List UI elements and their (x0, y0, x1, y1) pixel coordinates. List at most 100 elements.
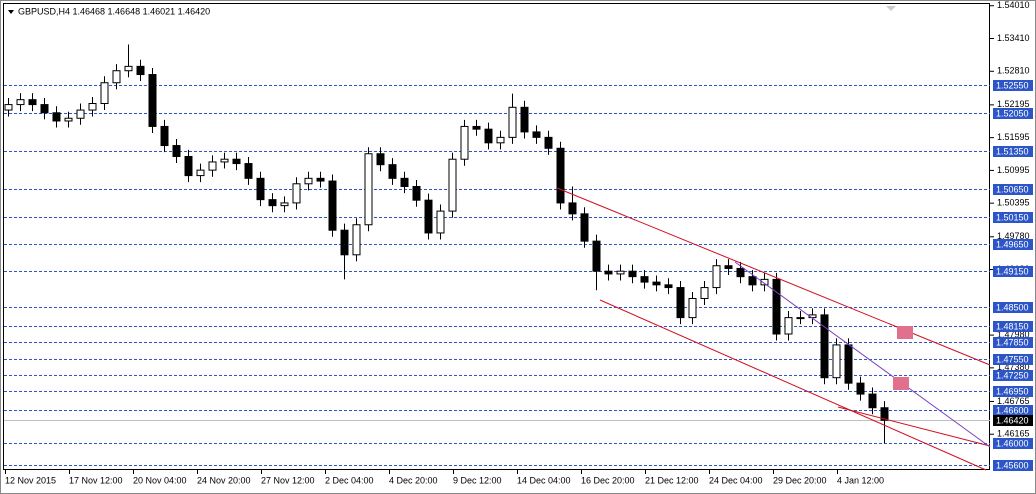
x-tick-label: 14 Dec 04:00 (517, 475, 571, 485)
candle-body (544, 136, 553, 149)
price-label: 1.48150 (996, 321, 1029, 331)
candle-body (712, 265, 721, 289)
candle-body (856, 382, 865, 395)
price-label-box (993, 405, 1033, 416)
scroll-marker (886, 6, 896, 11)
candle-body (556, 147, 565, 204)
candle-body (676, 287, 685, 319)
price-label-box (993, 337, 1033, 348)
price-label: 1.45600 (996, 460, 1029, 470)
candle-body (424, 199, 433, 234)
price-label: 1.52550 (996, 80, 1029, 90)
candle-body (148, 74, 157, 127)
price-label-box (993, 239, 1033, 250)
candle-body (772, 278, 781, 335)
candle-body (208, 161, 217, 171)
marker-box (893, 377, 909, 390)
price-label: 1.51350 (996, 146, 1029, 156)
candle-body (604, 270, 613, 275)
price-label: 1.46000 (996, 438, 1029, 448)
y-tick-label: 1.49780 (997, 231, 1030, 241)
candle-body (664, 284, 673, 289)
candle-body (580, 213, 589, 242)
candle-body (484, 128, 493, 144)
candle-body (568, 202, 577, 215)
candle-body (100, 82, 109, 105)
candle-body (412, 186, 421, 201)
candle-body (28, 99, 37, 106)
candle-body (472, 125, 481, 130)
candle-body (616, 270, 625, 275)
x-tick-label: 4 Jan 12:00 (837, 475, 884, 485)
candle-body (532, 131, 541, 138)
price-label-box (993, 184, 1033, 195)
candle-body (688, 297, 697, 319)
price-label-box (993, 354, 1033, 365)
price-label: 1.52050 (996, 108, 1029, 118)
y-tick-label: 1.46165 (997, 429, 1030, 439)
x-tick-label: 17 Nov 12:00 (69, 475, 123, 485)
channel-upper (556, 187, 991, 366)
candle-body (832, 344, 841, 379)
candle-body (460, 125, 469, 160)
price-label-box (993, 415, 1033, 426)
price-label: 1.48500 (996, 302, 1029, 312)
candle-body (172, 145, 181, 157)
y-tick-label: 1.47980 (997, 329, 1030, 339)
candle-body (736, 267, 745, 278)
candle-body (796, 317, 805, 320)
candle-body (268, 199, 277, 207)
candle-body (400, 177, 409, 188)
candle-body (508, 106, 517, 138)
price-label-box (993, 302, 1033, 313)
y-tick-label: 1.47380 (997, 362, 1030, 372)
candle-body (340, 229, 349, 256)
y-tick-label: 1.52810 (997, 66, 1030, 76)
price-label-box (993, 460, 1033, 471)
price-label: 1.46420 (996, 415, 1029, 425)
candle-body (820, 314, 829, 379)
candle-body (76, 109, 85, 119)
candle-body (40, 104, 49, 114)
candle-body (88, 103, 97, 111)
menu-arrow[interactable] (8, 10, 14, 14)
price-label-box (993, 108, 1033, 119)
price-label-box (993, 321, 1033, 332)
y-tick-label: 1.46765 (997, 396, 1030, 406)
candle-body (520, 106, 529, 133)
candles (4, 44, 889, 444)
x-tick-label: 29 Dec 20:00 (773, 475, 827, 485)
price-label: 1.49150 (996, 266, 1029, 276)
candle-body (52, 112, 61, 122)
price-label-box (993, 386, 1033, 397)
candle-body (244, 163, 253, 179)
trend-line (734, 261, 991, 448)
channel-line (837, 406, 991, 447)
x-tick-label: 20 Nov 04:00 (133, 475, 187, 485)
x-tick-label: 12 Nov 2015 (5, 475, 56, 485)
candle-body (496, 136, 505, 144)
candle-body (256, 177, 265, 201)
price-label-box (993, 212, 1033, 223)
chart-title: GBPUSD,H4 1.46468 1.46648 1.46021 1.4642… (18, 6, 210, 16)
price-label: 1.47850 (996, 337, 1029, 347)
candle-body (628, 270, 637, 278)
candle-body (124, 65, 133, 72)
candle-body (376, 153, 385, 166)
candle-body (640, 276, 649, 283)
price-label-box (993, 80, 1033, 91)
candle-body (652, 281, 661, 286)
price-label: 1.50650 (996, 184, 1029, 194)
y-tick-label: 1.52195 (997, 99, 1030, 109)
price-label: 1.46950 (996, 386, 1029, 396)
x-tick-label: 27 Nov 12:00 (261, 475, 315, 485)
channel-lower (599, 299, 987, 471)
drawings (556, 187, 991, 471)
candle-body (364, 153, 373, 226)
x-tick-label: 21 Dec 12:00 (645, 475, 699, 485)
candle-body (232, 158, 241, 165)
price-label-box (993, 266, 1033, 277)
x-tick-label: 24 Dec 04:00 (709, 475, 763, 485)
candle-body (280, 202, 289, 207)
candle-body (16, 99, 25, 106)
